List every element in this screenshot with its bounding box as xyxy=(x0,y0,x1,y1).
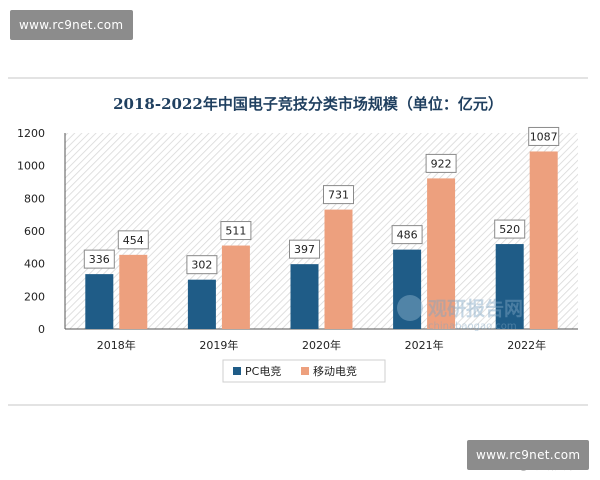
chart-title: 2018-2022年中国电子竞技分类市场规模（单位：亿元） xyxy=(113,95,503,113)
data-label-box xyxy=(220,221,252,241)
data-label-box xyxy=(289,239,320,259)
bar xyxy=(187,279,216,329)
data-label-box xyxy=(528,126,560,146)
data-label: 454 xyxy=(123,234,144,247)
legend-label: 移动电竞 xyxy=(313,364,357,378)
bar xyxy=(221,245,250,329)
y-tick-label: 200 xyxy=(24,290,45,303)
data-label: 520 xyxy=(499,223,520,236)
bar xyxy=(85,274,114,329)
x-tick-label: 2019年 xyxy=(199,338,238,352)
bar xyxy=(119,254,148,329)
data-label-box xyxy=(117,230,149,250)
data-label: 922 xyxy=(431,157,452,170)
data-label-box xyxy=(494,219,526,239)
plot-background xyxy=(65,133,578,329)
data-label-box xyxy=(425,153,457,173)
legend-label: PC电竞 xyxy=(245,364,281,378)
data-label: 302 xyxy=(191,259,212,272)
data-label: 397 xyxy=(294,243,315,256)
bar xyxy=(324,209,353,329)
x-tick-label: 2022年 xyxy=(507,338,546,352)
watermark-logo-url: chinabaogao.com xyxy=(428,321,517,332)
data-label-box xyxy=(83,249,115,269)
data-label-box xyxy=(186,255,218,275)
y-tick-label: 400 xyxy=(24,258,45,271)
y-tick-label: 800 xyxy=(24,192,45,205)
data-label: 731 xyxy=(328,189,349,202)
data-label-box xyxy=(323,185,354,205)
y-tick-label: 600 xyxy=(24,225,45,238)
legend-swatch xyxy=(301,367,309,375)
bar xyxy=(290,264,319,329)
watermark-top: www.rc9net.com xyxy=(10,10,133,40)
legend: PC电竞 移动电竞 xyxy=(222,359,386,383)
bar xyxy=(427,178,456,329)
watermark-bottom: www.rc9net.com xyxy=(467,440,589,470)
y-tick-label: 1200 xyxy=(17,127,45,140)
legend-swatch xyxy=(233,367,241,375)
x-tick-label: 2018年 xyxy=(97,338,136,352)
data-label-box xyxy=(391,225,423,245)
bar xyxy=(529,151,558,329)
bar-chart: 2018-2022年中国电子竞技分类市场规模（单位：亿元） 0 200 400 600… xyxy=(17,95,578,383)
data-label: 511 xyxy=(225,225,246,238)
bar xyxy=(495,244,524,329)
watermark-logo-name: 观研报告网 xyxy=(428,297,523,320)
data-label: 486 xyxy=(397,229,418,242)
data-label: 1087 xyxy=(530,130,558,143)
watermark-logo: 观研报告网 chinabaogao.com xyxy=(397,295,523,332)
globe-icon xyxy=(397,295,423,321)
y-tick-label: 1000 xyxy=(17,160,45,173)
x-tick-label: 2020年 xyxy=(302,338,341,352)
data-label: 336 xyxy=(89,253,110,266)
chart-panel: 2018-2022年中国电子竞技分类市场规模（单位：亿元） 0 200 400 600… xyxy=(8,77,588,472)
x-tick-label: 2021年 xyxy=(405,338,444,352)
bar xyxy=(393,249,422,329)
y-tick-label: 0 xyxy=(38,323,45,336)
